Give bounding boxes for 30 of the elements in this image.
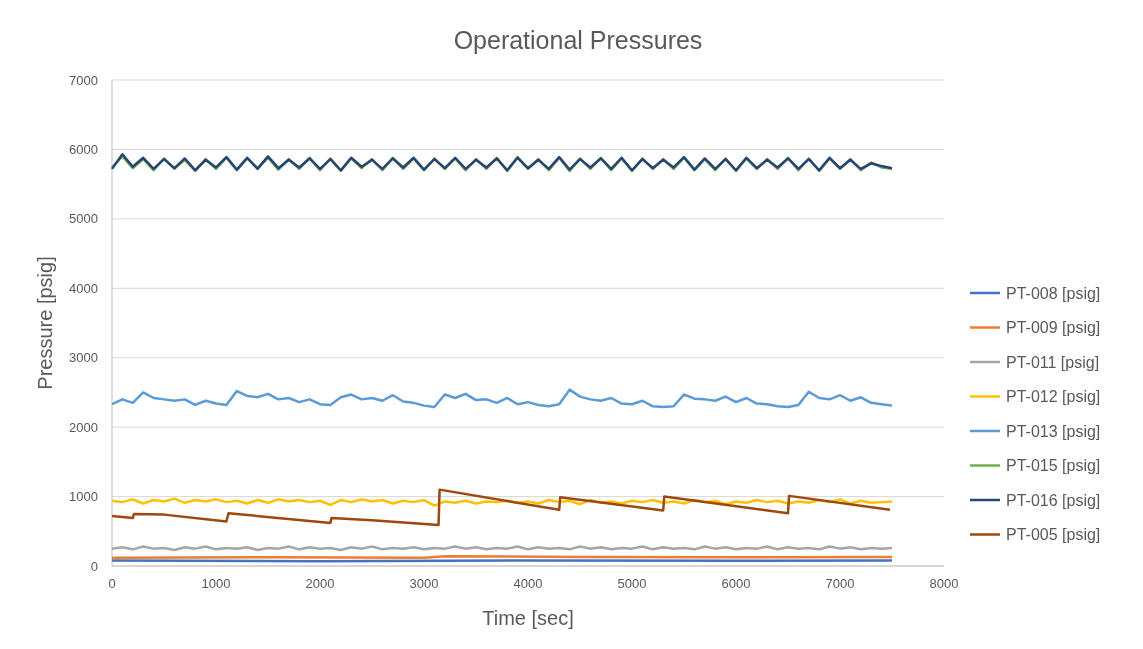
x-tick-label: 1000 (201, 576, 231, 591)
y-tick-label: 0 (90, 558, 98, 574)
y-tick-label: 6000 (69, 141, 98, 157)
x-tick-label: 2000 (305, 576, 335, 591)
chart-title: Operational Pressures (453, 26, 703, 54)
x-tick-label: 3000 (409, 576, 439, 591)
y-axis-title: Pressure [psig] (34, 256, 56, 390)
legend-label: PT-008 [psig] (1006, 284, 1101, 302)
x-tick-label: 8000 (929, 576, 959, 591)
y-tick-label: 5000 (69, 211, 98, 227)
x-tick-label: 6000 (721, 576, 751, 591)
legend-label: PT-016 [psig] (1006, 491, 1101, 509)
line-series (110, 388, 894, 409)
x-tick-label: 7000 (825, 576, 855, 591)
line-series (110, 488, 892, 527)
y-tick-label: 2000 (69, 419, 98, 435)
legend-label: PT-005 [psig] (1006, 526, 1101, 544)
y-tick-label: 4000 (69, 280, 98, 296)
legend-label: PT-009 [psig] (1006, 319, 1101, 337)
x-axis-title: Time [sec] (482, 607, 574, 629)
legend-label: PT-015 [psig] (1006, 457, 1101, 475)
legend-label: PT-013 [psig] (1006, 422, 1101, 440)
x-tick-label: 5000 (617, 576, 647, 591)
x-tick-label: 0 (108, 576, 116, 591)
y-tick-label: 3000 (69, 350, 98, 366)
legend-label: PT-011 [psig] (1006, 353, 1100, 371)
y-tick-label: 1000 (69, 489, 98, 505)
legend-label: PT-012 [psig] (1006, 388, 1101, 406)
x-tick-label: 4000 (513, 576, 543, 591)
y-tick-label: 7000 (69, 72, 98, 88)
